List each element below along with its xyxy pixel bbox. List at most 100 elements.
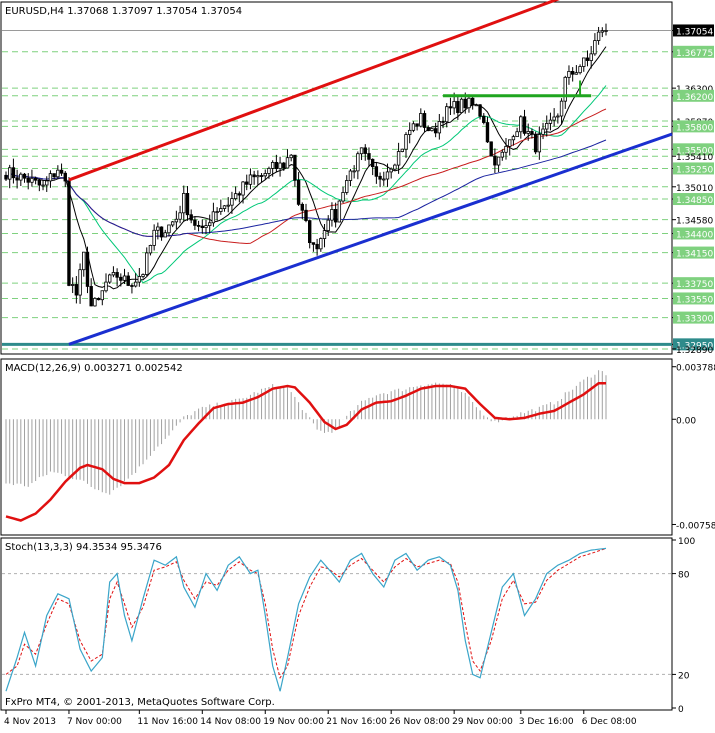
candle bbox=[393, 163, 397, 171]
candle-body-bull bbox=[385, 171, 390, 180]
candle bbox=[37, 178, 42, 192]
candle bbox=[522, 109, 527, 136]
candle-body-bull bbox=[278, 162, 282, 169]
price-y-axis: 1.377201.370541.367751.363001.362001.358… bbox=[672, 24, 714, 356]
candle-body-bear bbox=[22, 173, 27, 179]
candle-body-bear bbox=[374, 166, 379, 177]
macd-pane[interactable]: 0.003788 0.00 -0.007585 MACD(12,26,9) 0.00… bbox=[0, 358, 715, 536]
candle bbox=[111, 266, 116, 278]
candle-body-bull bbox=[574, 72, 579, 75]
candle bbox=[130, 283, 134, 294]
candle-body-bear bbox=[67, 180, 71, 286]
candle bbox=[41, 180, 45, 191]
candle-body-bull bbox=[322, 230, 327, 239]
candle-body-bear bbox=[237, 193, 242, 196]
candle-body-bear bbox=[308, 220, 312, 244]
candle bbox=[56, 165, 60, 179]
time-label: 7 Nov 00:00 bbox=[67, 717, 122, 727]
candle-body-bear bbox=[15, 177, 19, 181]
price-label: 1.35410 bbox=[676, 153, 713, 163]
candle-body-bear bbox=[530, 131, 534, 135]
candle bbox=[482, 113, 486, 125]
candle bbox=[322, 224, 327, 248]
candle-body-bull bbox=[233, 193, 238, 199]
candle bbox=[100, 290, 104, 306]
candle-body-bull bbox=[167, 224, 171, 234]
candle-body-bear bbox=[315, 243, 319, 250]
time-label: 26 Nov 08:00 bbox=[389, 717, 450, 727]
candle bbox=[515, 127, 519, 138]
macd-y-axis: 0.003788 0.00 -0.007585 bbox=[672, 364, 715, 531]
price-label-box bbox=[673, 193, 714, 206]
candle-body-bull bbox=[496, 156, 501, 166]
candle-body-bull bbox=[352, 170, 356, 173]
candle bbox=[363, 144, 367, 161]
candle bbox=[541, 122, 545, 140]
candle-body-bear bbox=[493, 155, 497, 166]
price-label: 1.35250 bbox=[676, 165, 713, 175]
symbol-info: EURUSD,H4 1.37068 1.37097 1.37054 1.3705… bbox=[5, 6, 242, 17]
time-label: 14 Nov 08:00 bbox=[200, 717, 261, 727]
trend-channel bbox=[68, 0, 673, 346]
price-label: 1.36775 bbox=[676, 49, 713, 59]
candle bbox=[226, 197, 230, 213]
candle bbox=[82, 251, 86, 277]
candle-body-bull bbox=[211, 211, 216, 224]
candle-body-bull bbox=[604, 30, 608, 32]
candle-body-bull bbox=[137, 276, 142, 283]
stochastic-pane[interactable]: 100 80 20 0 Stoch(13,3,3) 94.3534 95.3476 F… bbox=[0, 537, 695, 715]
candle bbox=[382, 171, 386, 186]
candle bbox=[352, 165, 356, 179]
time-label: 3 Dec 16:00 bbox=[519, 717, 574, 727]
candle bbox=[178, 205, 182, 224]
candle-body-bull bbox=[396, 151, 401, 166]
price-label-box bbox=[673, 162, 714, 175]
candle-body-bear bbox=[196, 224, 201, 227]
candle bbox=[378, 172, 382, 188]
candle bbox=[163, 229, 167, 238]
candle bbox=[230, 191, 234, 214]
candle bbox=[26, 173, 30, 190]
macd-label: -0.007585 bbox=[676, 521, 715, 531]
candle bbox=[448, 97, 453, 115]
candle-body-bear bbox=[300, 203, 304, 211]
candle-body-bull bbox=[382, 178, 386, 181]
candle bbox=[293, 154, 297, 187]
candle-body-bull bbox=[537, 134, 542, 153]
candle-body-bear bbox=[441, 121, 445, 123]
price-label: 1.35800 bbox=[676, 123, 713, 133]
candle-body-bull bbox=[163, 232, 167, 238]
stochastic-label: 100 bbox=[678, 537, 695, 547]
candle bbox=[245, 174, 249, 191]
candle-body-bull bbox=[500, 151, 504, 158]
candle-body-bull bbox=[256, 175, 260, 178]
candle-body-bull bbox=[596, 31, 601, 41]
macd-label: 0.00 bbox=[676, 416, 696, 426]
candle bbox=[270, 160, 275, 177]
candle-body-bull bbox=[152, 229, 156, 246]
candle bbox=[167, 224, 171, 237]
candle bbox=[52, 173, 56, 180]
candle-body-bull bbox=[93, 297, 97, 307]
candle-body-bear bbox=[119, 276, 123, 281]
candle bbox=[426, 125, 430, 132]
candle bbox=[548, 112, 553, 131]
candle-body-bear bbox=[274, 161, 279, 169]
candle bbox=[85, 246, 90, 294]
ma-mid-line bbox=[5, 85, 607, 284]
candle-body-bear bbox=[200, 225, 204, 229]
candle bbox=[319, 237, 323, 252]
candle-body-bear bbox=[33, 177, 38, 181]
candle-body-bull bbox=[204, 225, 208, 229]
candle bbox=[385, 163, 390, 187]
candle bbox=[289, 153, 293, 162]
macd-signal-path bbox=[5, 381, 606, 522]
price-label: 1.34150 bbox=[676, 250, 713, 260]
candle-body-bear bbox=[463, 98, 467, 109]
candle-body-bear bbox=[482, 115, 486, 123]
price-pane[interactable]: 1.377201.370541.367751.363001.362001.358… bbox=[0, 0, 714, 356]
stochastic-title: Stoch(13,3,3) 94.3534 95.3476 bbox=[5, 542, 162, 553]
candle-body-bull bbox=[78, 269, 82, 296]
candle-body-bear bbox=[570, 70, 575, 75]
candle bbox=[267, 166, 271, 179]
